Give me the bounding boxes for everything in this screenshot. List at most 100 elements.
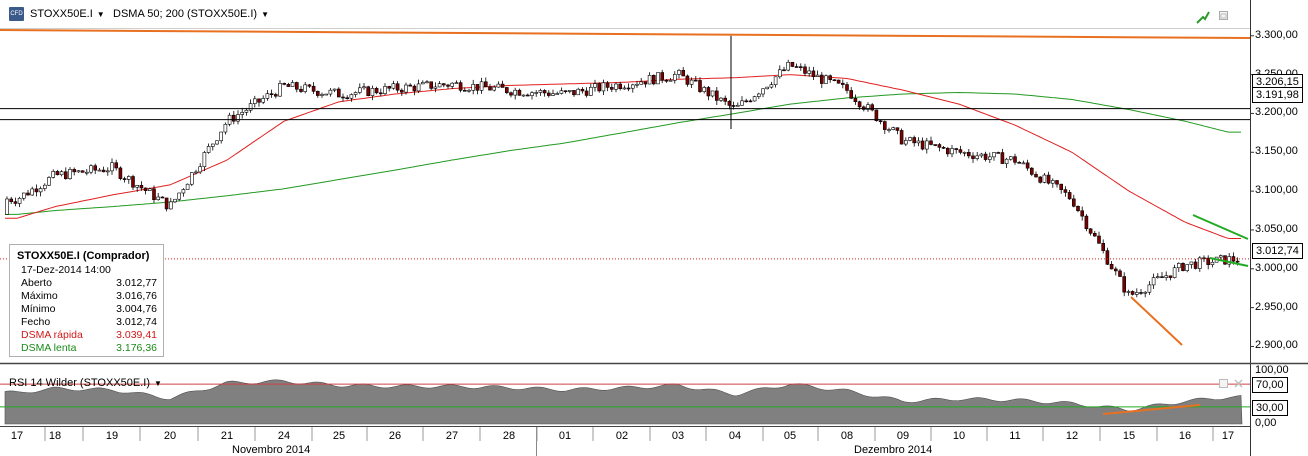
day-label: 09 bbox=[896, 430, 910, 442]
candle-body bbox=[143, 187, 148, 191]
candle-body bbox=[950, 148, 954, 155]
candle-body bbox=[979, 153, 984, 157]
slow-ma-line bbox=[5, 91, 1241, 215]
price-tick-label: 3.000,00 bbox=[1255, 261, 1298, 274]
price-tick-label: 3.100,00 bbox=[1255, 184, 1298, 197]
candle-body bbox=[731, 105, 736, 107]
candle-body bbox=[198, 166, 202, 173]
candle-body bbox=[693, 79, 698, 82]
candle-body bbox=[609, 87, 614, 90]
candle-body bbox=[479, 81, 484, 91]
price-tick-label: 3.200,00 bbox=[1255, 106, 1298, 119]
info-datetime: 17-Dez-2014 14:00 bbox=[21, 264, 111, 276]
trend-tool-icon[interactable] bbox=[1196, 10, 1210, 24]
indicator-label: DSMA 50; 200 (STOXX50E.I) bbox=[113, 8, 258, 20]
candle-body bbox=[752, 96, 757, 102]
candle-body bbox=[1034, 174, 1038, 178]
candle-body bbox=[1114, 268, 1118, 272]
candle-body bbox=[929, 140, 933, 145]
indicator-selector[interactable]: DSMA 50; 200 (STOXX50E.I) ▼ bbox=[113, 8, 269, 20]
candle-body bbox=[173, 198, 177, 203]
rsi-close-icon[interactable] bbox=[1234, 379, 1244, 389]
candle-body bbox=[97, 169, 102, 172]
candle-body bbox=[135, 185, 139, 188]
candle-body bbox=[1017, 162, 1022, 164]
candle-body bbox=[698, 80, 702, 92]
candle-body bbox=[425, 81, 429, 84]
candle-body bbox=[332, 88, 337, 91]
rsi-window-icon[interactable] bbox=[1219, 379, 1229, 389]
candle-body bbox=[492, 86, 497, 91]
day-label: 19 bbox=[105, 430, 119, 442]
day-label: 20 bbox=[163, 430, 177, 442]
day-label: 03 bbox=[671, 430, 685, 442]
candle-body bbox=[345, 97, 350, 99]
candle-body bbox=[395, 83, 400, 91]
candle-body bbox=[828, 75, 833, 81]
candle-body bbox=[307, 84, 312, 87]
candle-body bbox=[215, 140, 219, 145]
candle-body bbox=[500, 83, 505, 88]
candle-body bbox=[891, 127, 896, 130]
candle-body bbox=[47, 177, 51, 186]
symbol-selector[interactable]: STOXX50E.I ▼ bbox=[30, 8, 105, 20]
candle-body bbox=[106, 170, 110, 173]
candle-body bbox=[668, 79, 673, 82]
chevron-down-icon[interactable]: ▼ bbox=[96, 10, 105, 19]
candle-body bbox=[773, 76, 778, 85]
drawn-lines[interactable] bbox=[0, 29, 1251, 346]
candle-body bbox=[933, 144, 938, 146]
candle-body bbox=[1051, 180, 1055, 184]
candle-body bbox=[504, 87, 509, 93]
candle-body bbox=[1147, 284, 1152, 293]
candle-body bbox=[349, 94, 354, 99]
candle-body bbox=[387, 86, 392, 89]
candle-body bbox=[265, 93, 270, 99]
candle-body bbox=[1042, 174, 1047, 183]
candle-body bbox=[1193, 261, 1198, 269]
candle-body bbox=[735, 104, 740, 107]
candle-body bbox=[320, 94, 324, 96]
moving-averages bbox=[5, 74, 1241, 239]
day-label: 21 bbox=[220, 430, 234, 442]
resistance-trendline bbox=[0, 29, 1251, 39]
candle-body bbox=[807, 70, 812, 74]
day-label: 02 bbox=[615, 430, 629, 442]
chevron-down-icon[interactable]: ▼ bbox=[154, 379, 162, 388]
candle-body bbox=[1223, 255, 1227, 265]
day-label: 15 bbox=[1122, 430, 1136, 442]
candle-body bbox=[761, 88, 765, 95]
window-restore-icon[interactable] bbox=[1219, 11, 1229, 21]
candle-body bbox=[656, 72, 660, 85]
candle-body bbox=[9, 198, 13, 202]
candle-body bbox=[303, 84, 308, 92]
chevron-down-icon[interactable]: ▼ bbox=[261, 10, 270, 19]
candle-body bbox=[786, 61, 791, 71]
candle-body bbox=[819, 74, 824, 84]
candle-body bbox=[122, 178, 127, 180]
candle-body bbox=[5, 198, 9, 215]
candle-body bbox=[954, 148, 959, 150]
candle-body bbox=[1000, 152, 1005, 164]
candle-body bbox=[937, 144, 942, 148]
cfd-logo-icon: CFD bbox=[9, 7, 24, 21]
candle-body bbox=[1235, 260, 1240, 263]
chart-toolbar: CFD STOXX50E.I ▼ DSMA 50; 200 (STOXX50E.I… bbox=[0, 0, 1250, 28]
candle-body bbox=[975, 155, 980, 159]
candle-body bbox=[983, 153, 988, 160]
candle-body bbox=[328, 89, 333, 95]
candle-body bbox=[206, 146, 211, 153]
candle-body bbox=[89, 165, 93, 173]
candle-body bbox=[181, 189, 186, 194]
rsi-selector[interactable]: RSI 14 Wilder (STOXX50E.I) ▼ bbox=[9, 377, 162, 389]
candle-body bbox=[903, 140, 908, 145]
candle-body bbox=[1101, 243, 1105, 251]
candle-body bbox=[467, 89, 471, 92]
candle-body bbox=[370, 88, 375, 96]
candle-body bbox=[59, 171, 64, 176]
day-label: 18 bbox=[48, 430, 62, 442]
candle-body bbox=[1122, 276, 1126, 293]
candle-body bbox=[315, 91, 320, 96]
